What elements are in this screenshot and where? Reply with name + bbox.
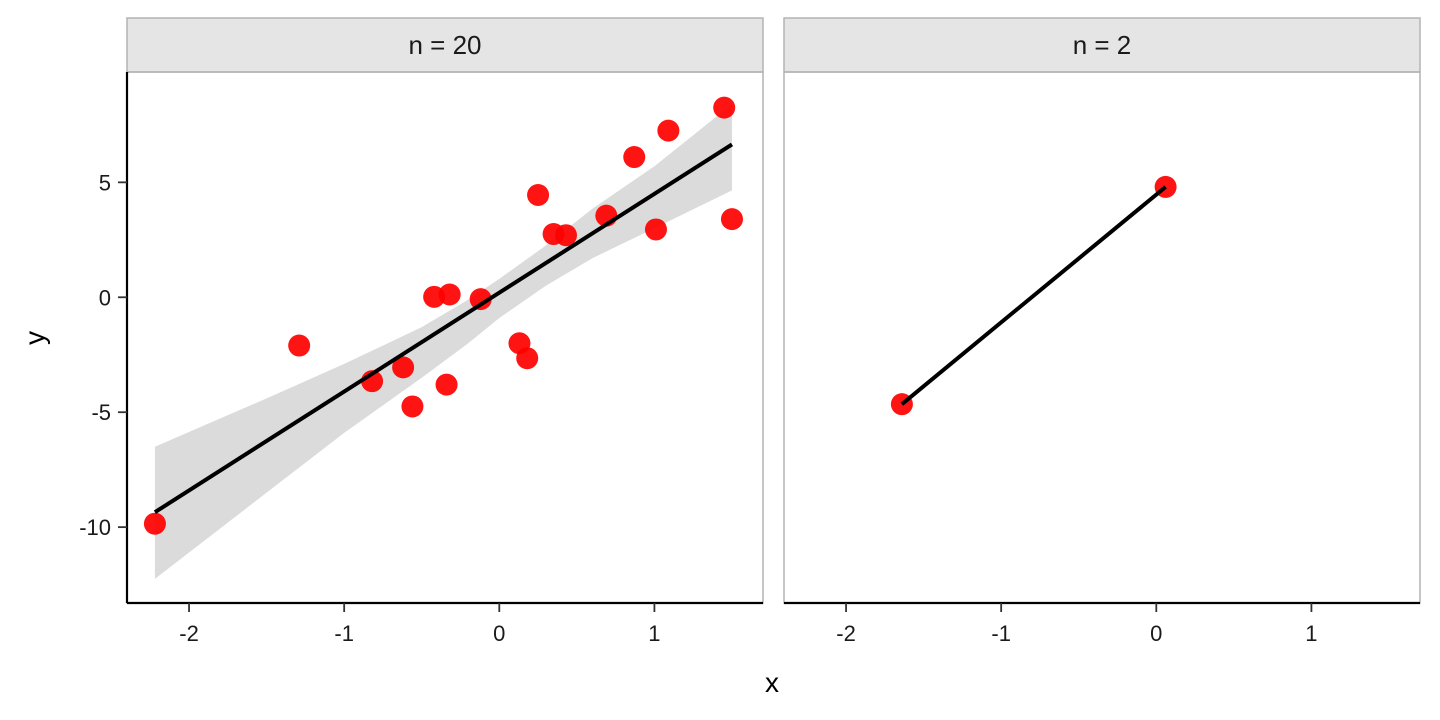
panels-layer: n = 20 -2 -1 0 1 n = 2 -2 -1 0 1 — [126, 17, 1421, 646]
fit-line — [900, 185, 1167, 406]
x-tick-label: 1 — [648, 621, 660, 646]
facet-panel: n = 2 -2 -1 0 1 — [783, 17, 1421, 646]
data-point — [713, 96, 736, 119]
data-point — [435, 373, 458, 396]
y-tick-label: -5 — [91, 400, 111, 425]
facet-strip-label: n = 20 — [408, 30, 481, 60]
facet-strip — [783, 17, 1421, 73]
x-axis-title: x — [765, 667, 779, 698]
x-tick-label: 0 — [1150, 621, 1162, 646]
x-tick-label: 0 — [493, 621, 505, 646]
data-point — [401, 395, 424, 418]
data-point — [469, 288, 492, 311]
data-point — [720, 208, 743, 231]
data-point — [143, 512, 166, 535]
fit-line — [153, 142, 734, 514]
x-tick-label: -1 — [991, 621, 1011, 646]
facet-strip — [126, 17, 764, 73]
x-tick-label: -2 — [179, 621, 199, 646]
data-point — [288, 334, 311, 357]
facet-panel: n = 20 -2 -1 0 1 — [126, 17, 764, 646]
data-point — [554, 224, 577, 247]
data-point — [657, 119, 680, 142]
y-tick-label: 0 — [99, 285, 111, 310]
data-point — [623, 146, 646, 169]
data-point — [644, 218, 667, 241]
y-tick-label: -10 — [79, 515, 111, 540]
data-point — [438, 283, 461, 306]
x-tick-label: -2 — [836, 621, 856, 646]
panel-border — [783, 71, 1421, 604]
y-tick-label: 5 — [99, 170, 111, 195]
facet-strip-label: n = 2 — [1073, 30, 1132, 60]
data-point — [516, 347, 539, 370]
y-axis-title: y — [19, 331, 50, 345]
y-axis: -10 -5 0 5 — [79, 72, 129, 603]
confidence-band — [154, 104, 732, 579]
x-tick-label: 1 — [1305, 621, 1317, 646]
data-point — [392, 356, 415, 379]
x-tick-label: -1 — [334, 621, 354, 646]
data-point — [527, 183, 550, 206]
